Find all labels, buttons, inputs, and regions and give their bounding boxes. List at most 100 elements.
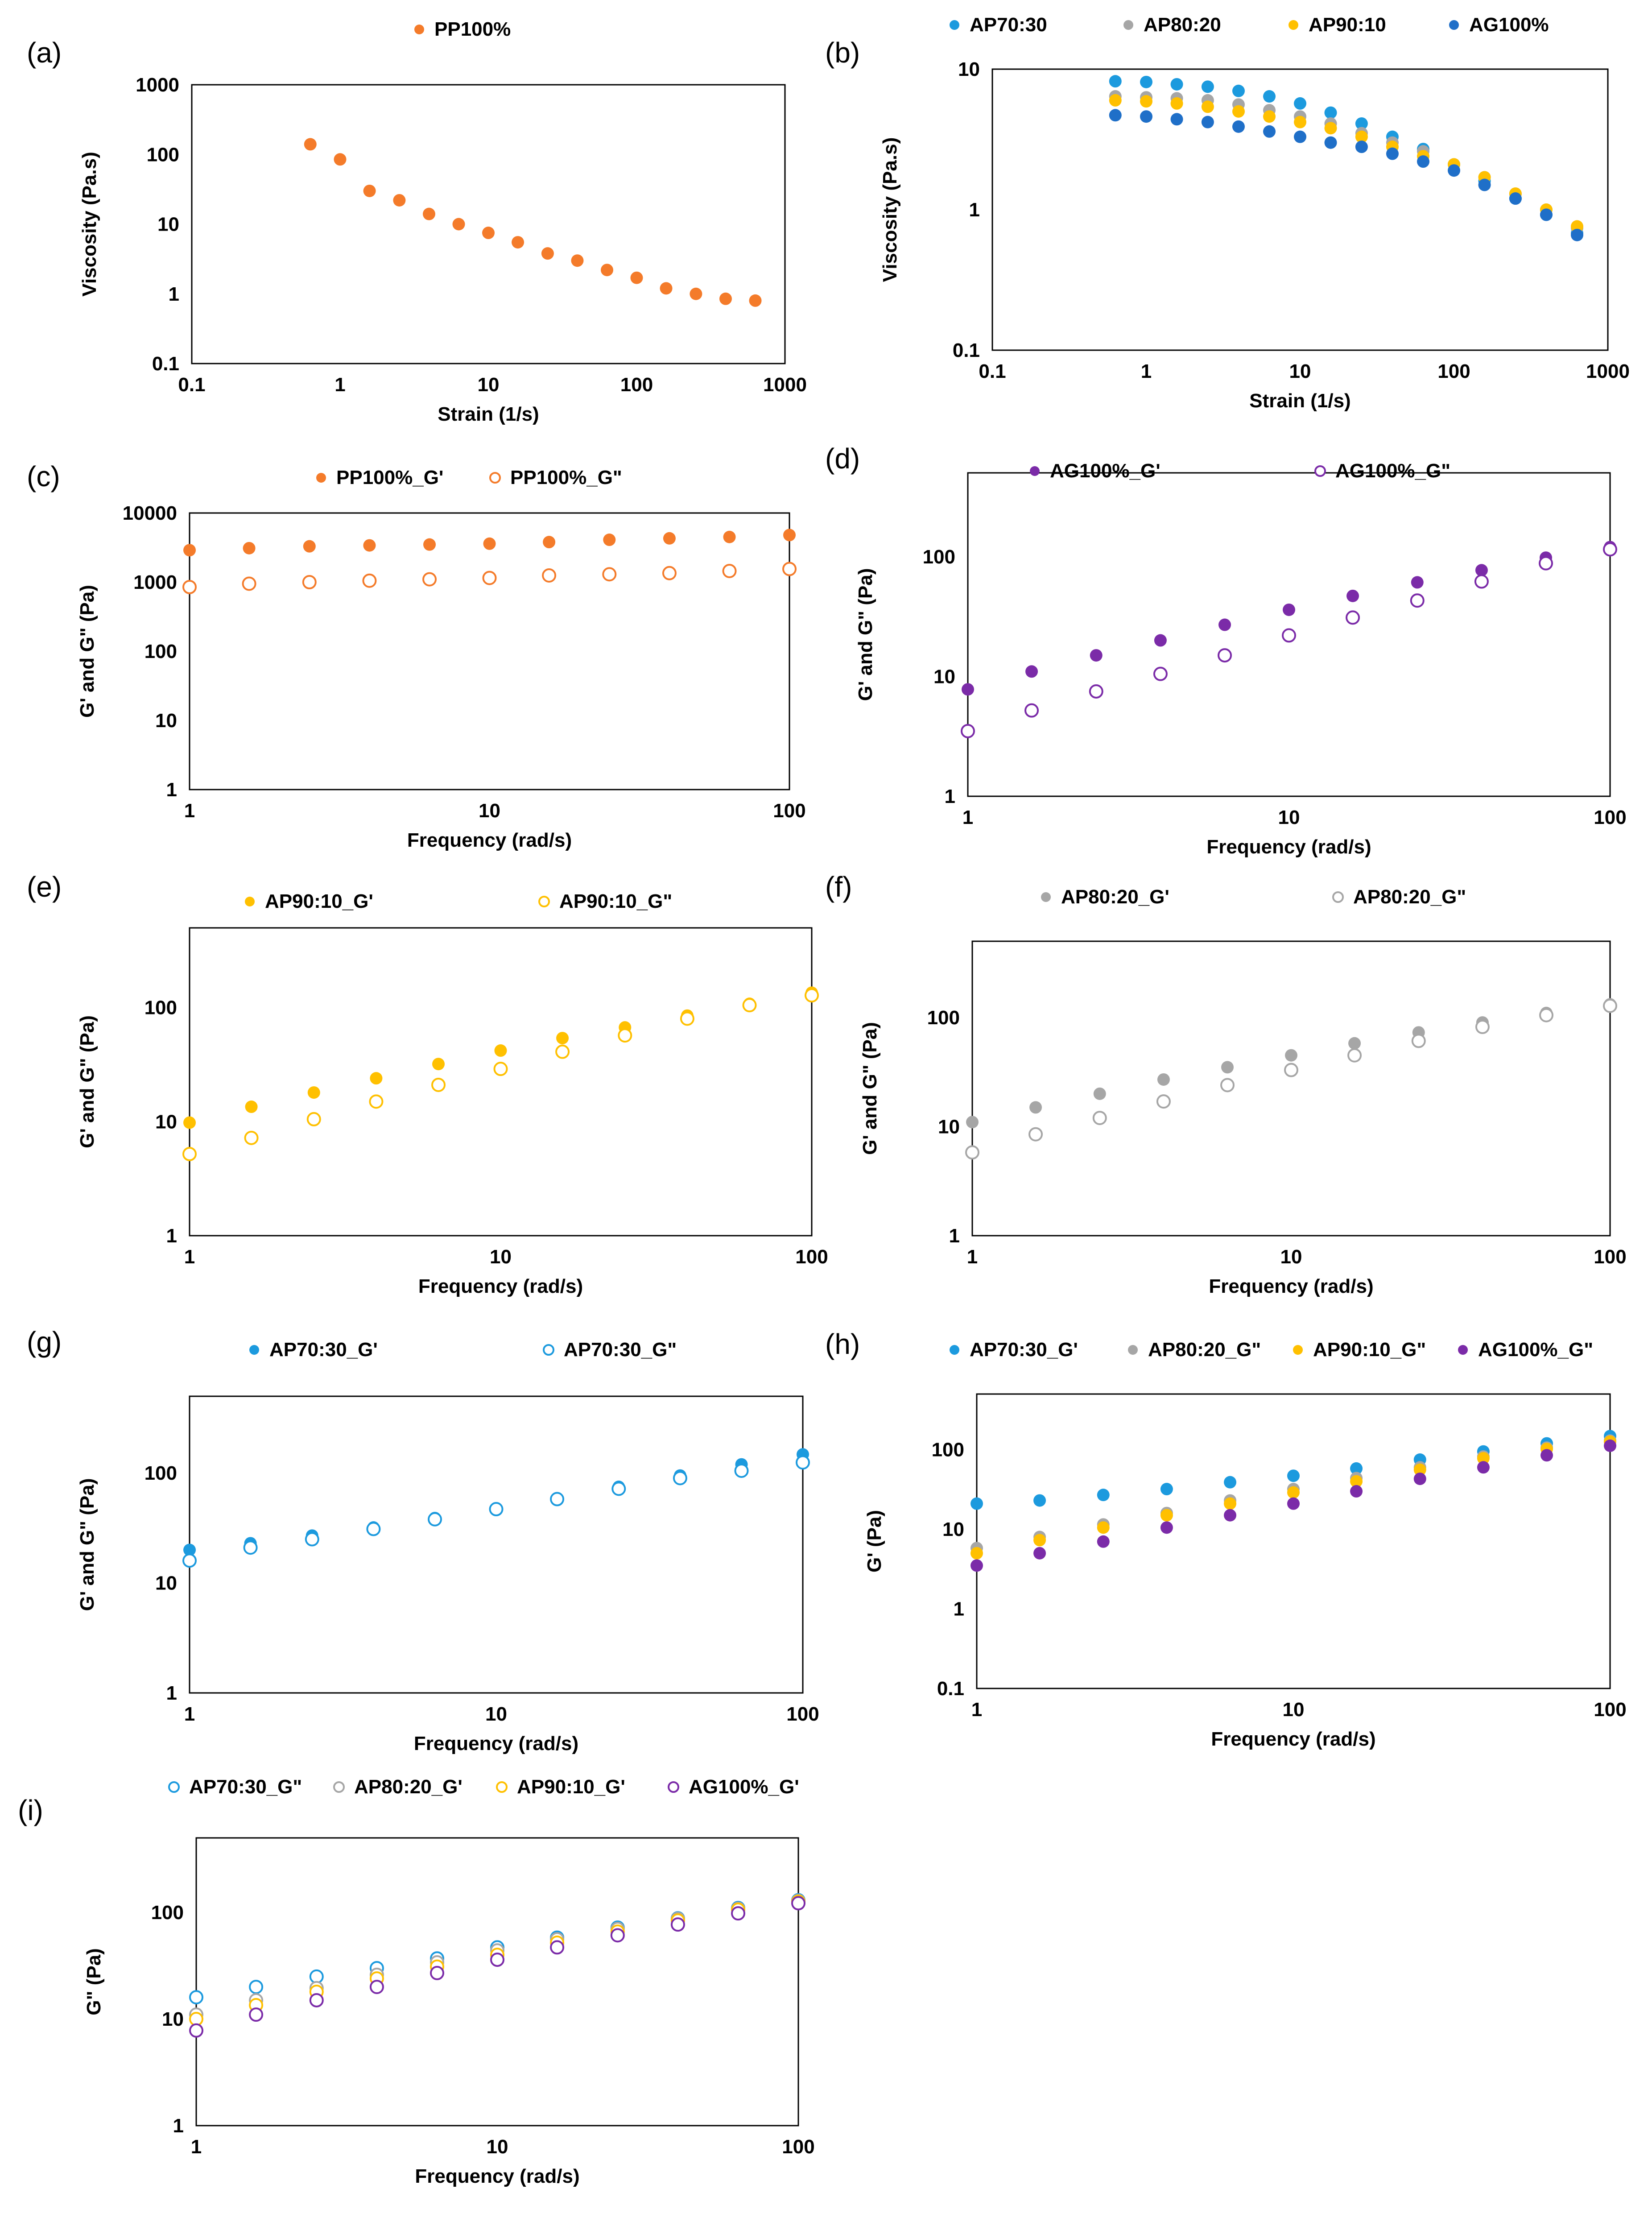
legend-label: AP80:20 [1144,14,1221,36]
x-tick-label: 0.1 [178,374,205,396]
panel-label: (h) [825,1328,860,1360]
data-point [1355,141,1368,153]
data-point [796,1455,810,1470]
x-tick-label: 1 [184,1246,195,1268]
legend-label: AG100%_G' [1050,460,1161,482]
chart-panel-h: (h) 1 10 100 0.1 1 10 100 Frequency (rad/s) G' (P… [825,1328,1627,1750]
y-axis-title: G" (Pa) [83,1948,105,2015]
data-point [369,1094,384,1109]
data-point [1218,648,1232,663]
y-tick-label: 10000 [123,502,177,524]
data-point [1224,1509,1237,1522]
legend-label: PP100%_G' [336,467,443,488]
data-point [1224,1476,1237,1489]
data-point [723,530,736,543]
data-point [550,1492,565,1506]
y-tick-label: 100 [932,1439,964,1461]
data-point [1347,1048,1362,1063]
x-tick-label: 0.1 [979,360,1006,382]
chart-panel-i: (i) 1 10 100 1 10 100 Frequency (rad/s) G" (Pa) A… [18,1776,815,2187]
legend-marker [1293,1345,1303,1355]
data-point [183,544,196,557]
legend-marker [333,1781,345,1793]
chart-panel-a: (a) 0.1 1 10 100 1000 0.1 1 10 100 1000 Strain (1/s… [27,18,807,425]
data-point [1033,1494,1046,1507]
legend-marker [1449,20,1459,30]
x-axis-title: Frequency (rad/s) [414,1733,578,1754]
chart-panel-b: (b) 0.1 1 10 100 1000 0.1 1 10 Strain (1/s) Viscos… [825,14,1630,412]
data-point [1160,1509,1173,1522]
data-point [422,572,437,587]
x-tick-label: 10 [1283,1699,1305,1721]
data-point [363,184,376,197]
x-tick-label: 100 [782,2136,814,2158]
data-point [483,537,496,550]
data-point [1232,120,1245,133]
data-point [303,540,316,553]
legend-marker [1314,465,1326,477]
plot-area [189,927,813,1237]
panel-label: (g) [27,1326,62,1358]
y-tick-label: 100 [151,1902,184,1924]
data-point [1170,113,1183,126]
data-point [1025,665,1038,678]
data-point [1285,1049,1297,1062]
panel-label: (i) [18,1794,43,1826]
legend-marker [316,473,326,483]
x-axis-title: Strain (1/s) [1249,390,1351,412]
data-point [783,529,796,542]
data-point [1475,1020,1490,1034]
data-point [1287,1486,1300,1499]
y-axis-title: G' and G" (Pa) [855,568,876,701]
data-point [369,1980,384,1994]
data-point [242,576,256,591]
x-tick-label: 1 [1141,360,1152,382]
data-point [489,1502,504,1517]
data-point [1324,122,1337,135]
legend-marker [1128,1345,1138,1355]
data-point [673,1471,687,1485]
data-point [1024,703,1039,718]
data-point [542,568,557,583]
legend-label: AG100%_G' [689,1776,799,1798]
data-point [1413,1463,1426,1476]
chart-panel-c: (c) 1 10 100 1 10 100 1000 10000 Frequency (rad/s… [27,460,806,851]
x-tick-label: 10 [479,800,500,822]
data-point [482,571,497,585]
panel-label: (f) [825,871,852,903]
x-tick-label: 10 [487,2136,508,2158]
legend-marker [414,25,424,34]
data-point [452,218,465,231]
data-point [1571,220,1584,233]
data-point [663,532,676,545]
legend-marker [1289,20,1298,30]
data-point [1263,90,1276,103]
data-point [602,567,617,582]
data-point [1201,100,1214,113]
data-point [662,566,677,580]
y-tick-label: 1 [169,283,179,305]
data-point [690,287,702,300]
legend-marker [496,1781,508,1793]
data-point [1283,603,1295,616]
legend-label: AP80:20_G" [1353,886,1466,908]
legend-marker [249,1345,259,1355]
data-point [494,1044,507,1057]
x-axis-title: Frequency (rad/s) [407,829,572,851]
data-point [611,1481,626,1496]
data-point [1109,94,1122,107]
legend-marker [538,896,550,907]
data-point [1411,576,1424,589]
legend-marker [168,1781,180,1793]
data-point [971,1547,983,1560]
data-point [1157,1073,1170,1086]
data-point [370,1072,383,1085]
data-point [1477,1452,1490,1465]
panel-label: (c) [27,460,60,492]
data-point [1348,1037,1361,1050]
y-tick-label: 100 [145,641,177,662]
chart-panel-g: (g) 1 10 100 1 10 100 Frequency (rad/s) G' and G… [27,1326,819,1754]
data-point [1603,542,1617,557]
data-point [541,247,554,260]
data-point [1284,1063,1298,1077]
